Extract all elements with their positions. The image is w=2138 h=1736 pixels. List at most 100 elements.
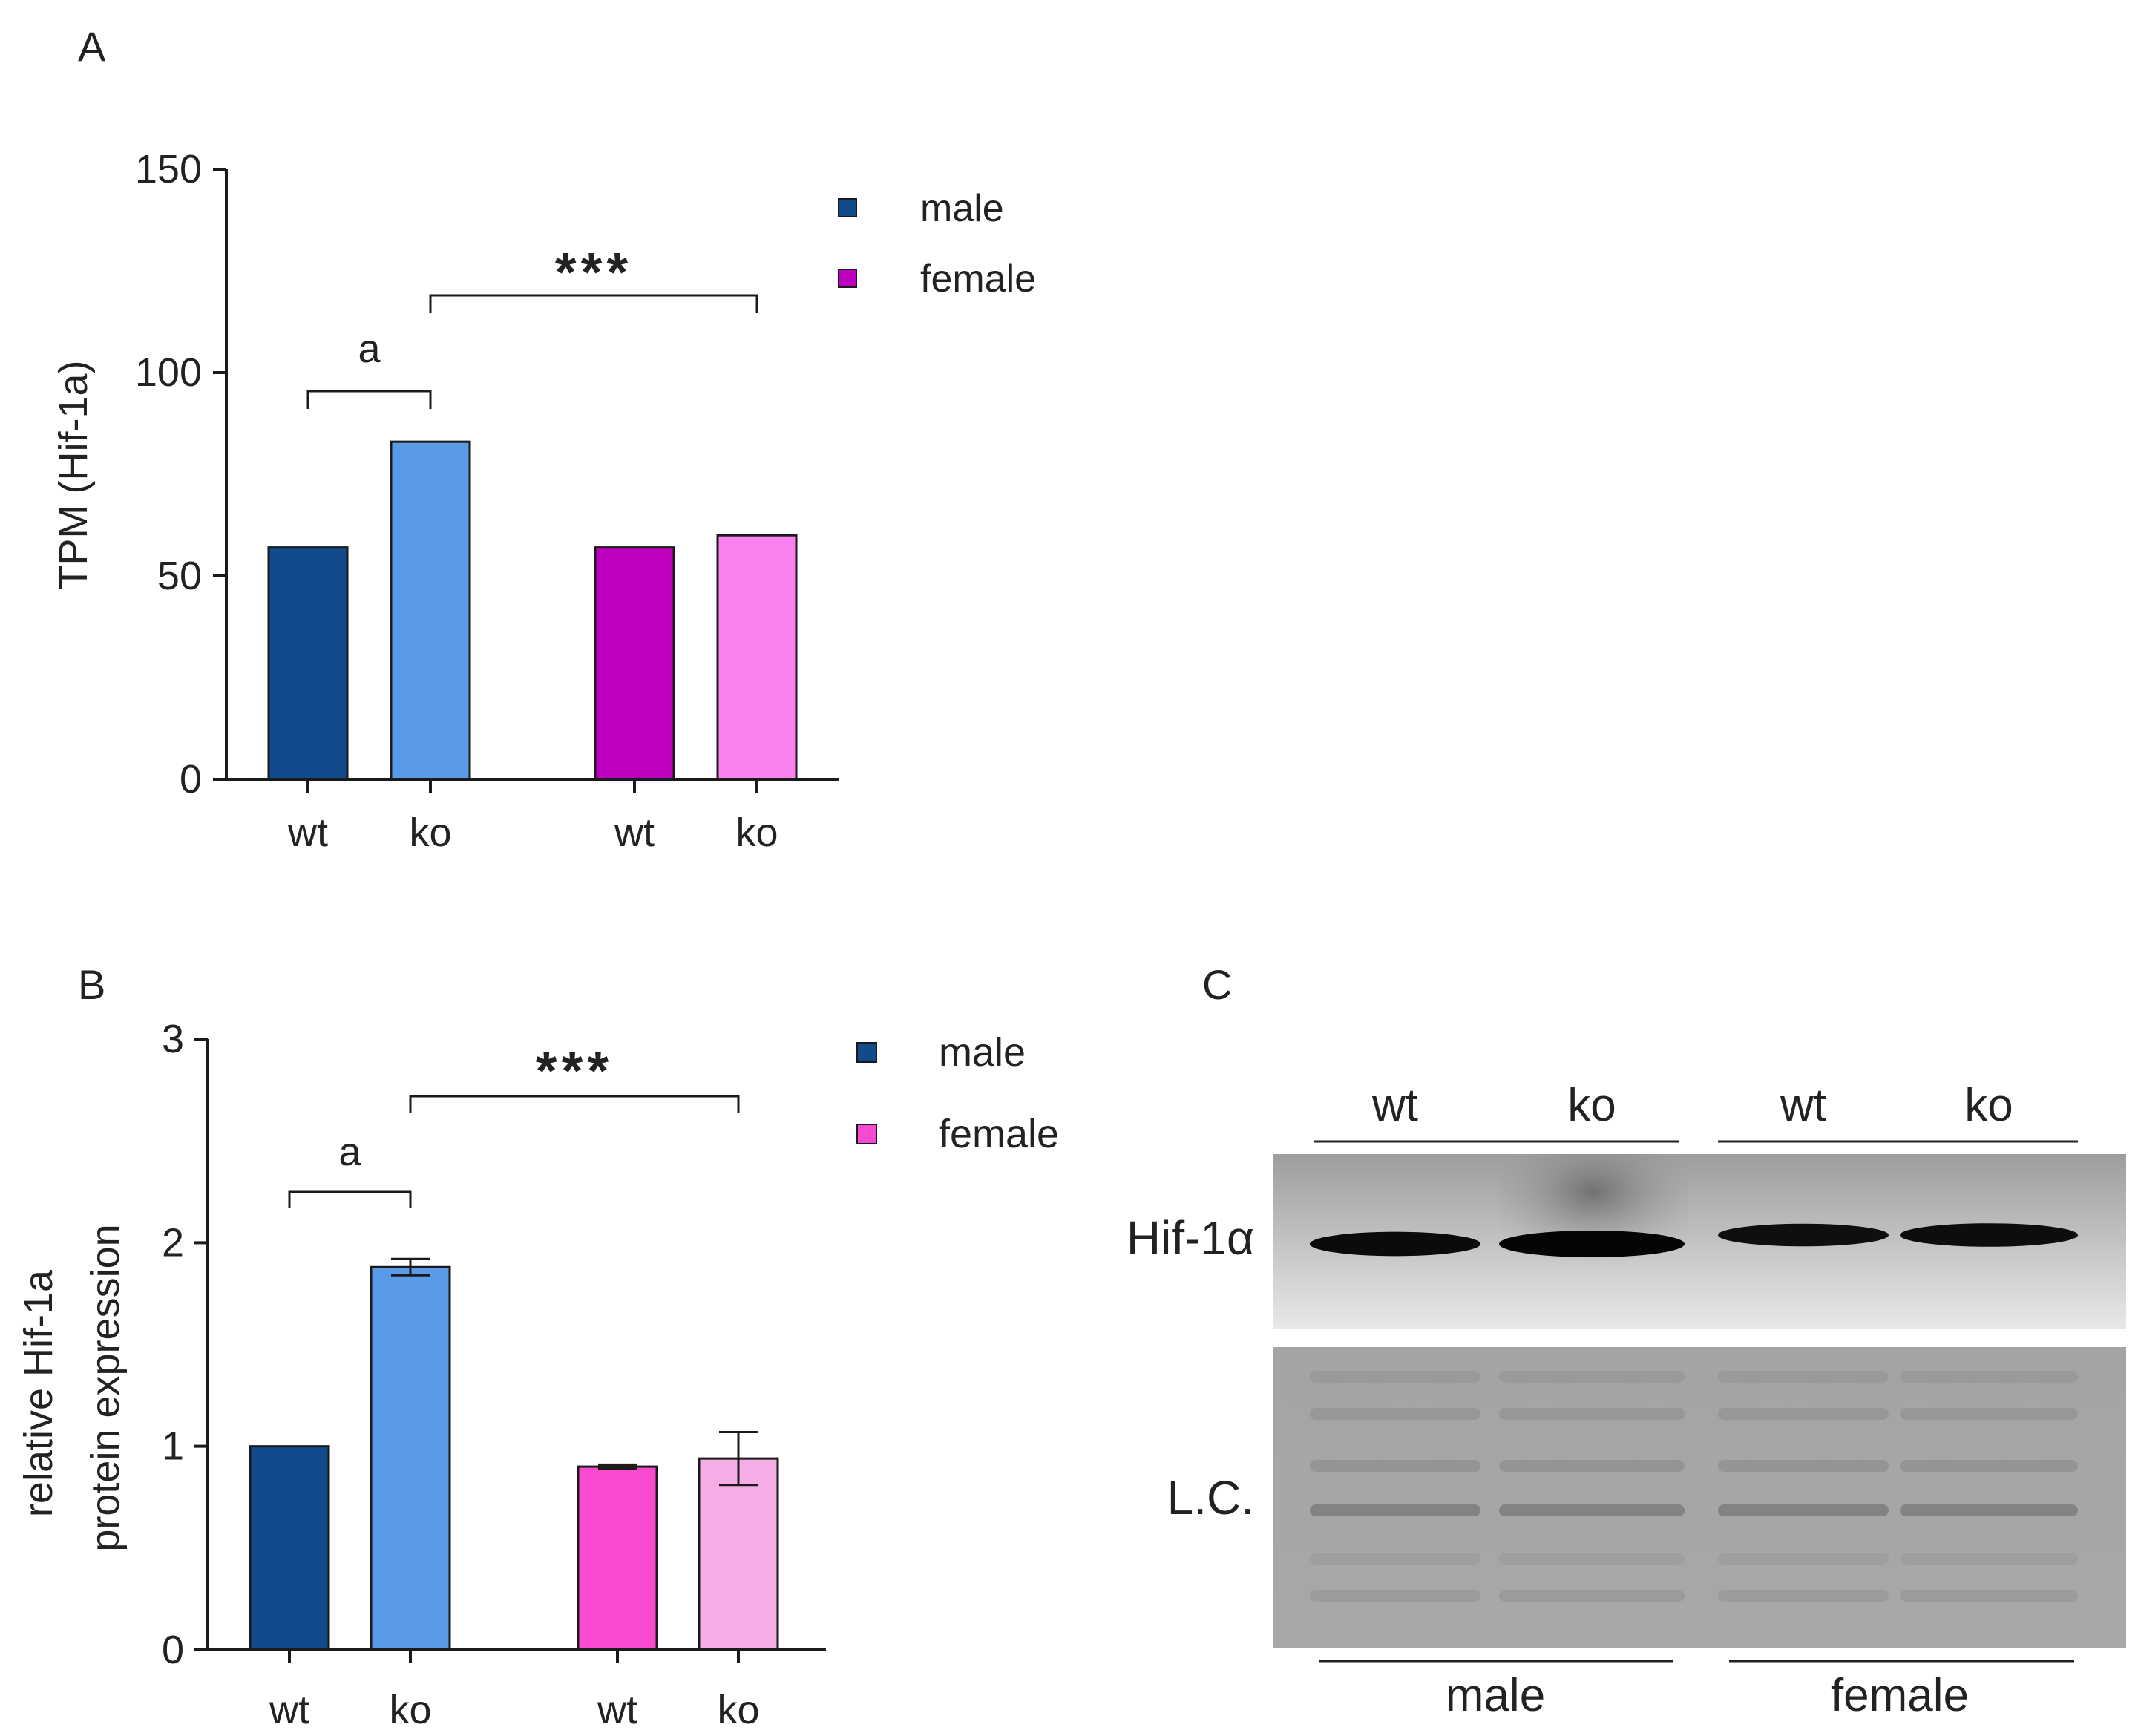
lc-band <box>1900 1371 2078 1383</box>
blot-group-label-male: male <box>1446 1670 1545 1721</box>
x-tick-label: wt <box>597 1688 637 1732</box>
bar-female-wt <box>594 546 675 781</box>
legend-swatch-female <box>838 269 857 288</box>
significance-bracket <box>429 294 758 313</box>
x-tick-label: wt <box>269 1688 309 1732</box>
bar-male-ko <box>390 440 471 781</box>
hif-band <box>1900 1223 2078 1247</box>
lc-band <box>1499 1504 1685 1516</box>
blot-hif-membrane <box>1273 1154 2126 1329</box>
chart-b-x-axis: wt ko wt ko <box>206 1648 826 1732</box>
chart-a-y-axis: 0 50 100 150 <box>135 147 228 802</box>
lc-band <box>1310 1553 1480 1565</box>
lc-band <box>1900 1553 2078 1565</box>
y-tick-label: 0 <box>162 1628 184 1672</box>
panel-label-b: B <box>78 961 105 1008</box>
hif-band <box>1718 1223 1889 1247</box>
bar-female-ko <box>716 534 798 781</box>
x-tick-label: wt <box>614 810 655 855</box>
significance-bracket <box>288 1190 412 1208</box>
chart-b-legend: male female <box>856 1030 1059 1156</box>
legend-swatch-male <box>838 198 857 217</box>
significance-bracket <box>409 1095 740 1113</box>
significance-bracket <box>306 390 432 409</box>
lc-band <box>1900 1460 2078 1472</box>
lc-band <box>1900 1504 2078 1516</box>
x-tick-label: ko <box>717 1688 759 1732</box>
bar-male-ko <box>370 1265 451 1651</box>
blot-hif-ko-smear <box>1499 1154 1688 1280</box>
lc-band <box>1499 1371 1685 1383</box>
chart-a-bars <box>267 440 798 781</box>
blot-group-labels: male female <box>1319 1660 2074 1721</box>
x-tick-label: wt <box>287 810 328 855</box>
chart-b-annotations: a *** <box>288 1040 740 1208</box>
lc-band <box>1310 1504 1480 1516</box>
significance-letter: a <box>338 1130 361 1174</box>
significance-stars: *** <box>536 1040 613 1101</box>
significance-stars: *** <box>555 241 632 303</box>
x-tick-label: ko <box>409 810 451 855</box>
chart-a: 0 50 100 150 wt ko wt ko TPM (Hif-1a) male fema… <box>51 147 1036 855</box>
blot-lc-bands <box>1310 1371 2078 1602</box>
lc-band <box>1499 1590 1685 1602</box>
chart-a-x-axis: wt ko wt ko <box>225 778 839 855</box>
lc-band <box>1310 1460 1480 1472</box>
hif-band <box>1499 1231 1685 1257</box>
lc-band <box>1900 1408 2078 1420</box>
x-tick-label: ko <box>735 810 778 855</box>
chart-a-y-axis-label: TPM (Hif-1a) <box>51 361 96 590</box>
y-tick-label: 2 <box>162 1220 184 1265</box>
blot-row-label-hif: Hif-1α <box>1127 1211 1254 1265</box>
chart-b-y-axis-label-line1: relative Hif-1a <box>16 1269 61 1517</box>
y-tick-label: 150 <box>135 147 202 191</box>
bar-female-wt <box>577 1465 658 1651</box>
chart-a-legend: male female <box>838 187 1036 301</box>
western-blot: wt ko wt ko Hif-1α L.C. male female <box>1127 1080 2126 1721</box>
lc-band <box>1718 1408 1889 1420</box>
lc-band <box>1310 1371 1480 1383</box>
bar-male-wt <box>249 1445 330 1651</box>
y-tick-label: 100 <box>135 350 202 395</box>
lc-band <box>1499 1460 1685 1472</box>
chart-b: 0 1 2 3 wt ko wt ko relative Hif-1a protein ex… <box>16 1017 1059 1732</box>
hif-band <box>1310 1231 1480 1257</box>
bar-male-wt <box>267 546 349 781</box>
lc-band <box>1718 1504 1889 1516</box>
blot-lane-label: ko <box>1567 1080 1616 1131</box>
lc-band <box>1499 1408 1685 1420</box>
legend-label-male: male <box>939 1030 1026 1075</box>
y-tick-label: 50 <box>157 554 202 598</box>
legend-swatch-male <box>856 1042 877 1063</box>
bar-female-ko <box>698 1457 779 1651</box>
y-tick-label: 1 <box>162 1424 184 1469</box>
blot-lc-background <box>1273 1347 2126 1648</box>
chart-b-bars <box>249 1257 779 1651</box>
chart-b-y-axis-label-line2: protein expression <box>83 1224 128 1551</box>
lc-band <box>1499 1553 1685 1565</box>
blot-lane-label: wt <box>1371 1080 1418 1131</box>
chart-a-annotations: a *** <box>306 241 758 409</box>
y-tick-label: 3 <box>162 1017 184 1061</box>
blot-hif-bands <box>1310 1223 2078 1257</box>
legend-label-male: male <box>920 187 1004 230</box>
blot-row-label-lc: L.C. <box>1167 1471 1254 1524</box>
lc-band <box>1900 1590 2078 1602</box>
lc-band <box>1718 1553 1889 1565</box>
legend-swatch-female <box>856 1124 877 1144</box>
blot-lane-label: ko <box>1964 1080 2013 1131</box>
chart-b-y-axis: 0 1 2 3 <box>162 1017 209 1672</box>
y-tick-label: 0 <box>180 757 202 802</box>
lc-band <box>1310 1590 1480 1602</box>
panel-label-a: A <box>78 23 106 70</box>
lc-band <box>1718 1590 1889 1602</box>
x-tick-label: ko <box>389 1688 431 1732</box>
chart-b-y-axis-label: relative Hif-1a protein expression <box>16 1224 128 1551</box>
blot-group-label-female: female <box>1831 1670 1969 1721</box>
significance-letter: a <box>358 327 381 371</box>
blot-lane-labels: wt ko wt ko <box>1314 1080 2078 1143</box>
blot-lane-label: wt <box>1780 1080 1826 1131</box>
legend-label-female: female <box>920 258 1036 301</box>
blot-lc-membrane <box>1273 1347 2126 1648</box>
